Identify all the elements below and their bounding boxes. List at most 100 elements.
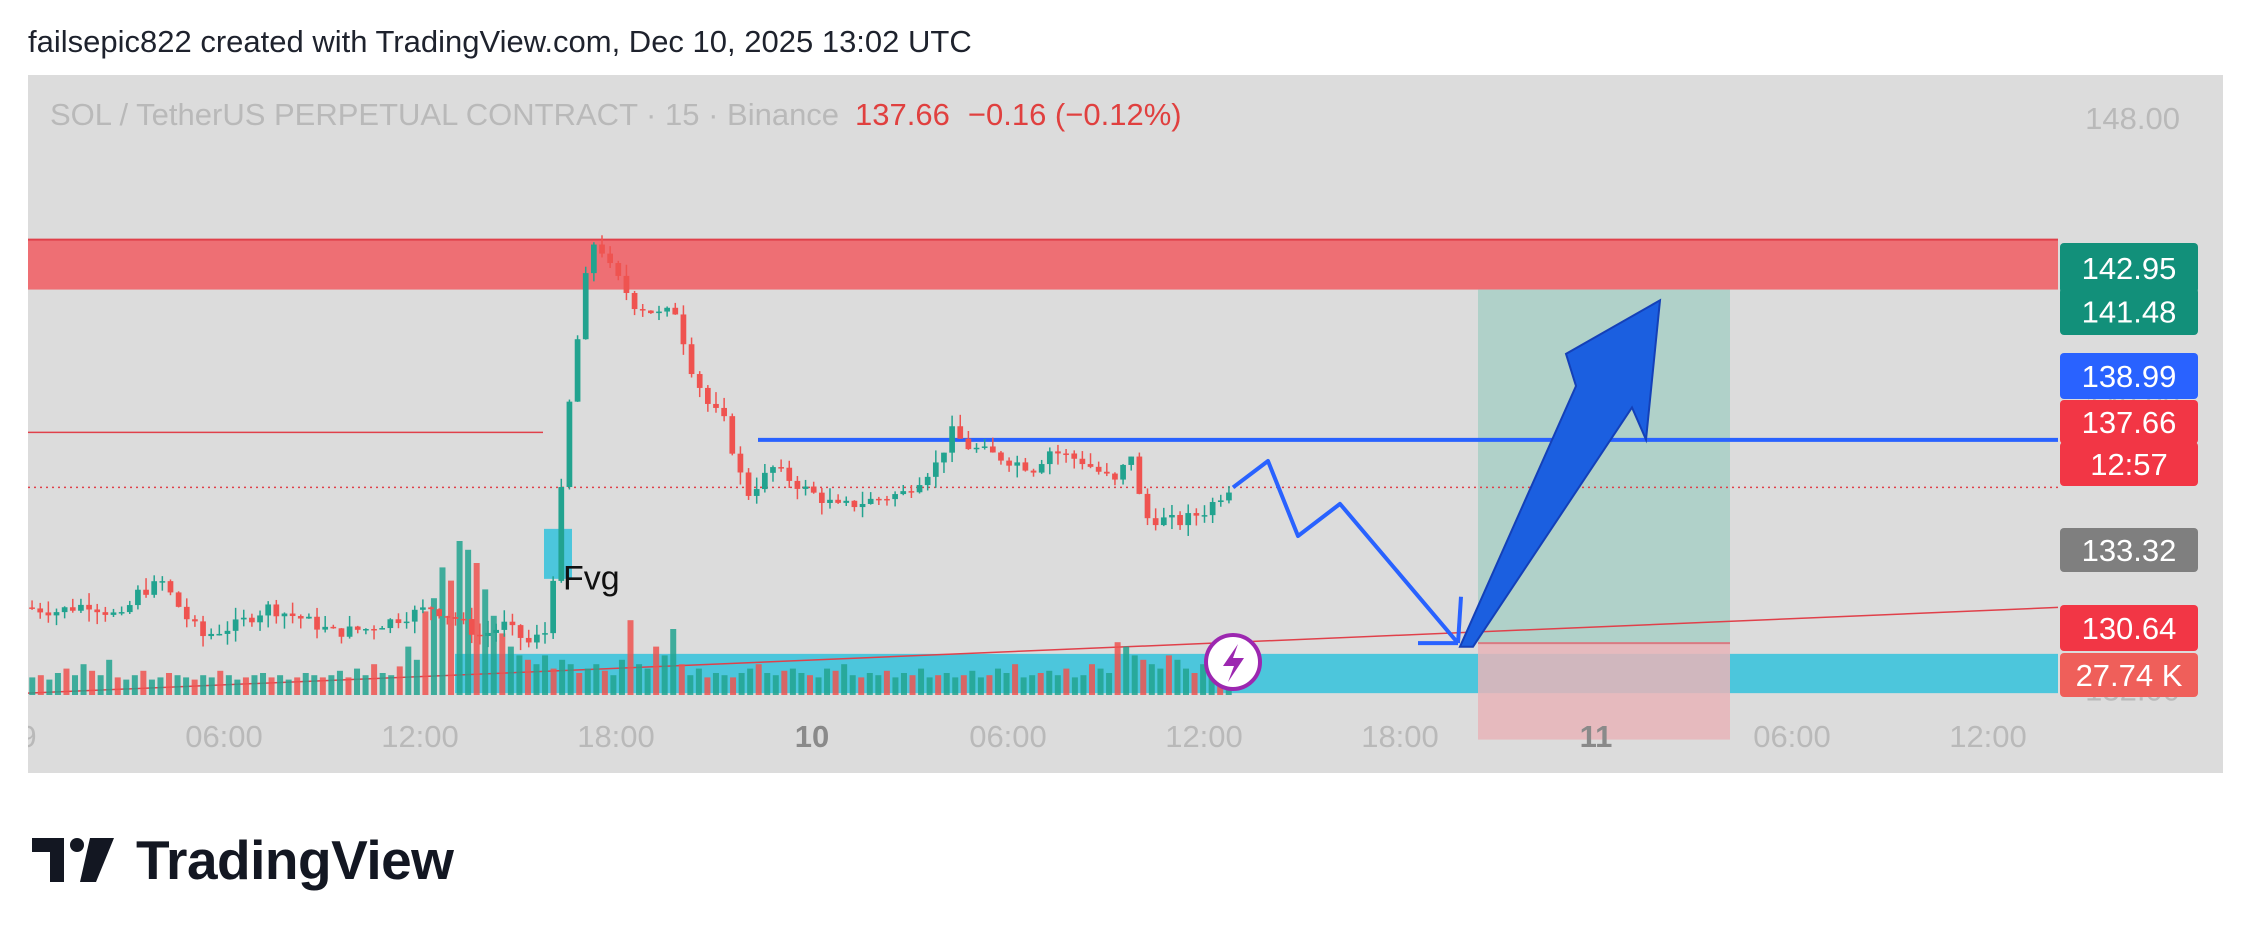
volume-bar xyxy=(1114,642,1121,695)
volume-bar xyxy=(1131,655,1138,695)
candle-body xyxy=(265,604,272,616)
volume-bar xyxy=(430,598,437,695)
volume-bar xyxy=(721,675,728,695)
candle-body xyxy=(428,607,434,610)
candle-body xyxy=(78,604,84,611)
candle-body xyxy=(183,606,190,620)
volume-bar xyxy=(208,677,215,695)
volume-bar xyxy=(653,646,660,695)
volume-bar xyxy=(1071,677,1078,695)
candle-body xyxy=(949,426,955,453)
candle-body xyxy=(615,263,622,276)
volume-bar xyxy=(63,668,70,695)
candle-body xyxy=(273,604,280,617)
volume-bar xyxy=(875,675,882,695)
volume-bar xyxy=(755,664,762,695)
stop-price-label-bg xyxy=(2060,605,2198,651)
volume-bar xyxy=(507,646,514,695)
candle-body xyxy=(818,492,825,503)
volume-bar xyxy=(1106,673,1113,695)
volume-bar xyxy=(815,677,822,695)
candle-body xyxy=(411,609,418,622)
volume-bar xyxy=(1208,668,1215,695)
volume-bar xyxy=(841,664,848,695)
volume-label: 27.74 K xyxy=(2076,658,2183,693)
candle-body xyxy=(297,616,304,619)
volume-bar xyxy=(260,673,267,695)
volume-bar xyxy=(678,664,685,695)
volume-bar xyxy=(789,668,796,695)
candle-body xyxy=(900,491,907,495)
candle-body xyxy=(444,616,451,618)
volume-bar xyxy=(396,666,403,695)
volume-bar xyxy=(926,677,933,695)
candle-body xyxy=(745,472,752,496)
resistance-zone[interactable] xyxy=(28,239,2058,290)
volume-bar xyxy=(593,664,600,695)
volume-bar xyxy=(72,675,79,695)
candle-body xyxy=(281,613,288,617)
volume-bar xyxy=(636,664,643,695)
volume-bar xyxy=(892,677,899,695)
candle-body xyxy=(631,292,638,310)
volume-bar xyxy=(627,620,634,695)
candle-body xyxy=(29,607,35,609)
volume-bar xyxy=(131,675,138,695)
candle-body xyxy=(737,453,744,473)
stop-zone[interactable] xyxy=(1478,643,1730,740)
candle-body xyxy=(346,626,353,637)
volume-bar xyxy=(1003,673,1010,695)
candle-body xyxy=(306,616,312,619)
candle-body xyxy=(1030,470,1037,473)
fvg-box[interactable] xyxy=(544,528,572,579)
volume-bar xyxy=(824,668,831,695)
candle-body xyxy=(460,618,467,621)
candle-body xyxy=(379,628,386,630)
volume-bar xyxy=(319,677,326,695)
candle-body xyxy=(607,253,613,264)
volume-bar xyxy=(285,679,292,695)
volume-bar xyxy=(1191,673,1198,695)
candle-body xyxy=(45,612,52,616)
candle-body xyxy=(566,401,573,488)
candle-body xyxy=(159,581,166,583)
candle-body xyxy=(1128,456,1135,465)
volume-bar xyxy=(533,664,540,695)
current-price-label-bg xyxy=(2060,400,2198,444)
chart-svg[interactable]: Fvg 148.00144.00140.00136.00132.00 906:0… xyxy=(28,75,2223,773)
volume-bar xyxy=(610,675,617,695)
projected-path[interactable] xyxy=(1231,459,1460,645)
x-tick-label: 18:00 xyxy=(1361,719,1439,754)
volume-bar xyxy=(849,675,856,695)
candle-body xyxy=(965,438,972,450)
candle-body xyxy=(794,480,801,489)
volume-bar xyxy=(277,675,284,695)
volume-bar xyxy=(1020,677,1027,695)
candle-body xyxy=(216,633,223,636)
volume-bar xyxy=(251,675,258,695)
volume-bar xyxy=(123,679,130,695)
volume-bar xyxy=(935,675,942,695)
candle-body xyxy=(981,446,988,448)
candle-body xyxy=(200,621,206,637)
volume-bar xyxy=(1097,668,1104,695)
candle-body xyxy=(1022,462,1029,471)
bullish-arrow[interactable] xyxy=(1458,298,1662,648)
chart-panel[interactable]: Fvg 148.00144.00140.00136.00132.00 906:0… xyxy=(28,75,2223,773)
candle-body xyxy=(998,452,1004,461)
candle-body xyxy=(1063,453,1069,455)
volume-bar xyxy=(97,675,104,695)
volume-bar xyxy=(456,541,463,695)
candle-body xyxy=(135,589,141,606)
volume-bar xyxy=(1080,675,1087,695)
volume-bar xyxy=(465,549,472,695)
volume-bar xyxy=(730,677,737,695)
candle-body xyxy=(582,273,589,340)
volume-bar xyxy=(482,589,489,695)
candle-body xyxy=(1087,464,1094,467)
volume-bar xyxy=(80,664,87,695)
candle-body xyxy=(534,634,540,643)
candle-body xyxy=(1120,464,1126,480)
x-tick-label: 18:00 xyxy=(577,719,655,754)
volume-bar xyxy=(148,679,155,695)
